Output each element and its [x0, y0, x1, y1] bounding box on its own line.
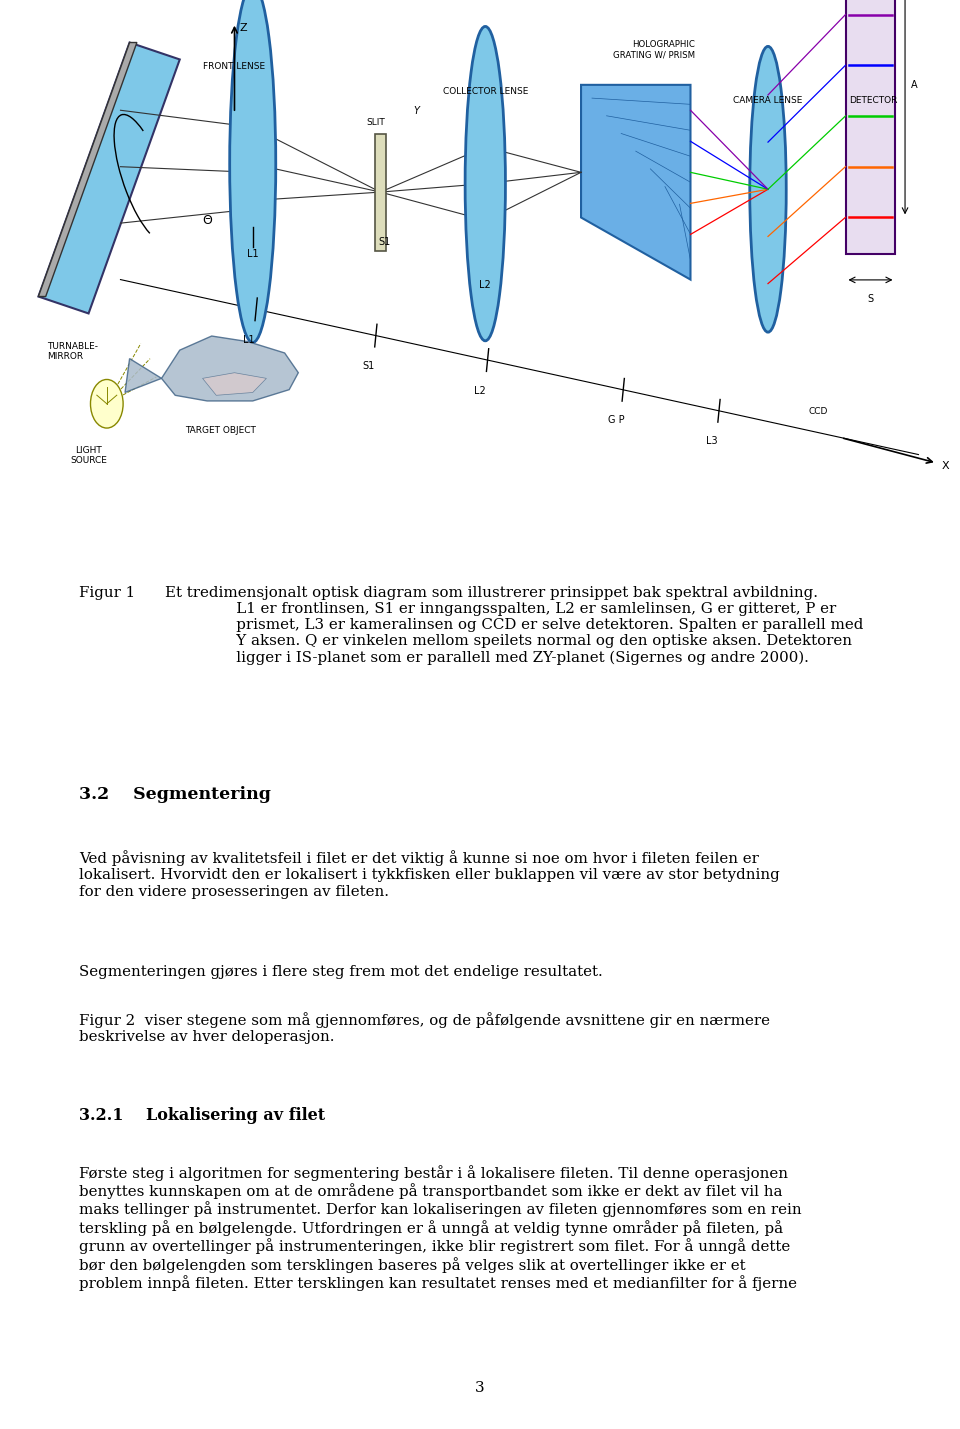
Text: S1: S1	[362, 362, 374, 372]
FancyBboxPatch shape	[375, 133, 386, 250]
Polygon shape	[125, 359, 161, 393]
Text: S: S	[868, 294, 874, 304]
Text: G P: G P	[608, 416, 624, 426]
Text: CCD: CCD	[808, 407, 828, 416]
Text: LIGHT
SOURCE: LIGHT SOURCE	[70, 446, 107, 466]
Text: 3.2    Segmentering: 3.2 Segmentering	[79, 786, 271, 803]
Text: L1: L1	[247, 249, 258, 259]
Text: FRONT LENSE: FRONT LENSE	[204, 61, 266, 71]
Text: Θ: Θ	[203, 214, 212, 227]
Polygon shape	[581, 84, 690, 280]
Text: 3.2.1    Lokalisering av filet: 3.2.1 Lokalisering av filet	[79, 1107, 324, 1125]
Text: Et tredimensjonalt optisk diagram som illustrerer prinsippet bak spektral avbild: Et tredimensjonalt optisk diagram som il…	[165, 586, 863, 664]
FancyBboxPatch shape	[846, 0, 896, 254]
Text: A: A	[911, 80, 918, 90]
Text: 3: 3	[475, 1380, 485, 1395]
Polygon shape	[38, 43, 180, 313]
Text: Segmenteringen gjøres i flere steg frem mot det endelige resultatet.: Segmenteringen gjøres i flere steg frem …	[79, 965, 603, 979]
Text: SLIT: SLIT	[367, 119, 385, 127]
Text: CAMERA LENSE: CAMERA LENSE	[733, 96, 803, 104]
Text: Figur 2  viser stegene som må gjennomføres, og de påfølgende avsnittene gir en n: Figur 2 viser stegene som må gjennomføre…	[79, 1012, 770, 1043]
Polygon shape	[38, 43, 137, 297]
Text: Figur 1: Figur 1	[79, 586, 134, 600]
Text: S1: S1	[379, 237, 391, 247]
Text: L2: L2	[479, 280, 492, 290]
Text: HOLOGRAPHIC
GRATING W/ PRISM: HOLOGRAPHIC GRATING W/ PRISM	[612, 40, 695, 60]
Text: L2: L2	[474, 386, 486, 396]
Polygon shape	[161, 336, 299, 402]
Text: TURNABLE-
MIRROR: TURNABLE- MIRROR	[48, 342, 99, 362]
Text: Første steg i algoritmen for segmentering består i å lokalisere fileten. Til den: Første steg i algoritmen for segmenterin…	[79, 1165, 802, 1292]
Polygon shape	[203, 373, 266, 396]
Text: DETECTOR: DETECTOR	[849, 96, 897, 104]
Text: TARGET OBJECT: TARGET OBJECT	[185, 426, 256, 436]
Ellipse shape	[465, 27, 506, 342]
Text: L3: L3	[706, 436, 717, 446]
Text: L1: L1	[243, 334, 254, 344]
Ellipse shape	[229, 0, 276, 343]
Text: Ved påvisning av kvalitetsfeil i filet er det viktig å kunne si noe om hvor i fi: Ved påvisning av kvalitetsfeil i filet e…	[79, 850, 780, 899]
Text: X: X	[941, 462, 948, 470]
Text: COLLECTOR LENSE: COLLECTOR LENSE	[443, 87, 528, 96]
Circle shape	[90, 380, 123, 429]
Text: Z: Z	[239, 23, 247, 33]
Ellipse shape	[750, 46, 786, 332]
Text: Y: Y	[414, 106, 420, 116]
